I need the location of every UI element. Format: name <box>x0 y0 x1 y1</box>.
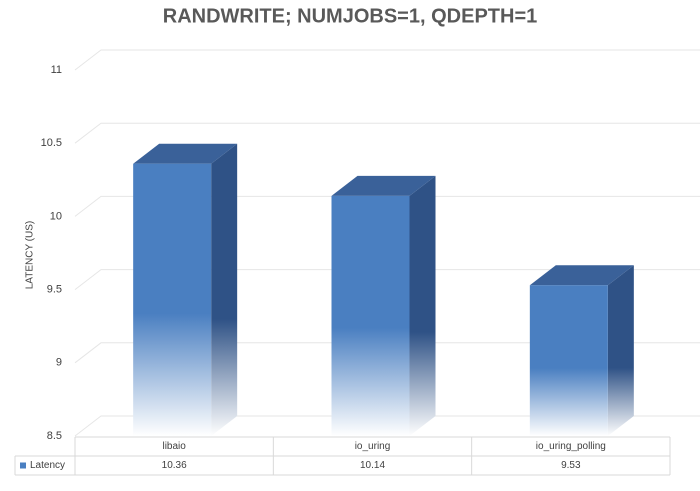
bar-side <box>607 265 634 436</box>
y-tick-label: 9.5 <box>47 284 62 296</box>
grid-line <box>74 49 700 71</box>
grid-line <box>74 342 700 364</box>
table-value: 9.53 <box>561 460 581 471</box>
y-tick-label: 10.5 <box>41 137 62 149</box>
bar-side <box>409 175 436 437</box>
x-tick-label: io_uring <box>355 441 391 452</box>
bar-side <box>211 143 238 437</box>
y-tick-label: 11 <box>51 64 62 76</box>
bar <box>133 163 212 437</box>
y-tick-label: 8.5 <box>47 430 62 442</box>
x-tick-label: libaio <box>162 441 186 452</box>
legend-swatch <box>20 462 26 469</box>
bar <box>331 195 410 436</box>
grid-line <box>74 415 700 437</box>
y-tick-label: 10 <box>50 210 62 222</box>
y-tick-label: 9 <box>56 357 62 369</box>
bar-top <box>133 143 238 164</box>
bar <box>529 285 608 436</box>
bar-top <box>529 265 634 286</box>
y-axis-label: LATENCY (US) <box>25 221 36 290</box>
chart-title: RANDWRITE; NUMJOBS=1, QDEPTH=1 <box>163 5 538 27</box>
grid-line <box>74 269 700 290</box>
bar-top <box>331 175 436 196</box>
x-tick-label: io_uring_polling <box>536 441 606 452</box>
grid-line <box>74 122 700 144</box>
grid-line <box>74 195 700 217</box>
table-value: 10.36 <box>162 460 187 471</box>
legend-label: Latency <box>30 460 65 471</box>
table-value: 10.14 <box>360 460 385 471</box>
